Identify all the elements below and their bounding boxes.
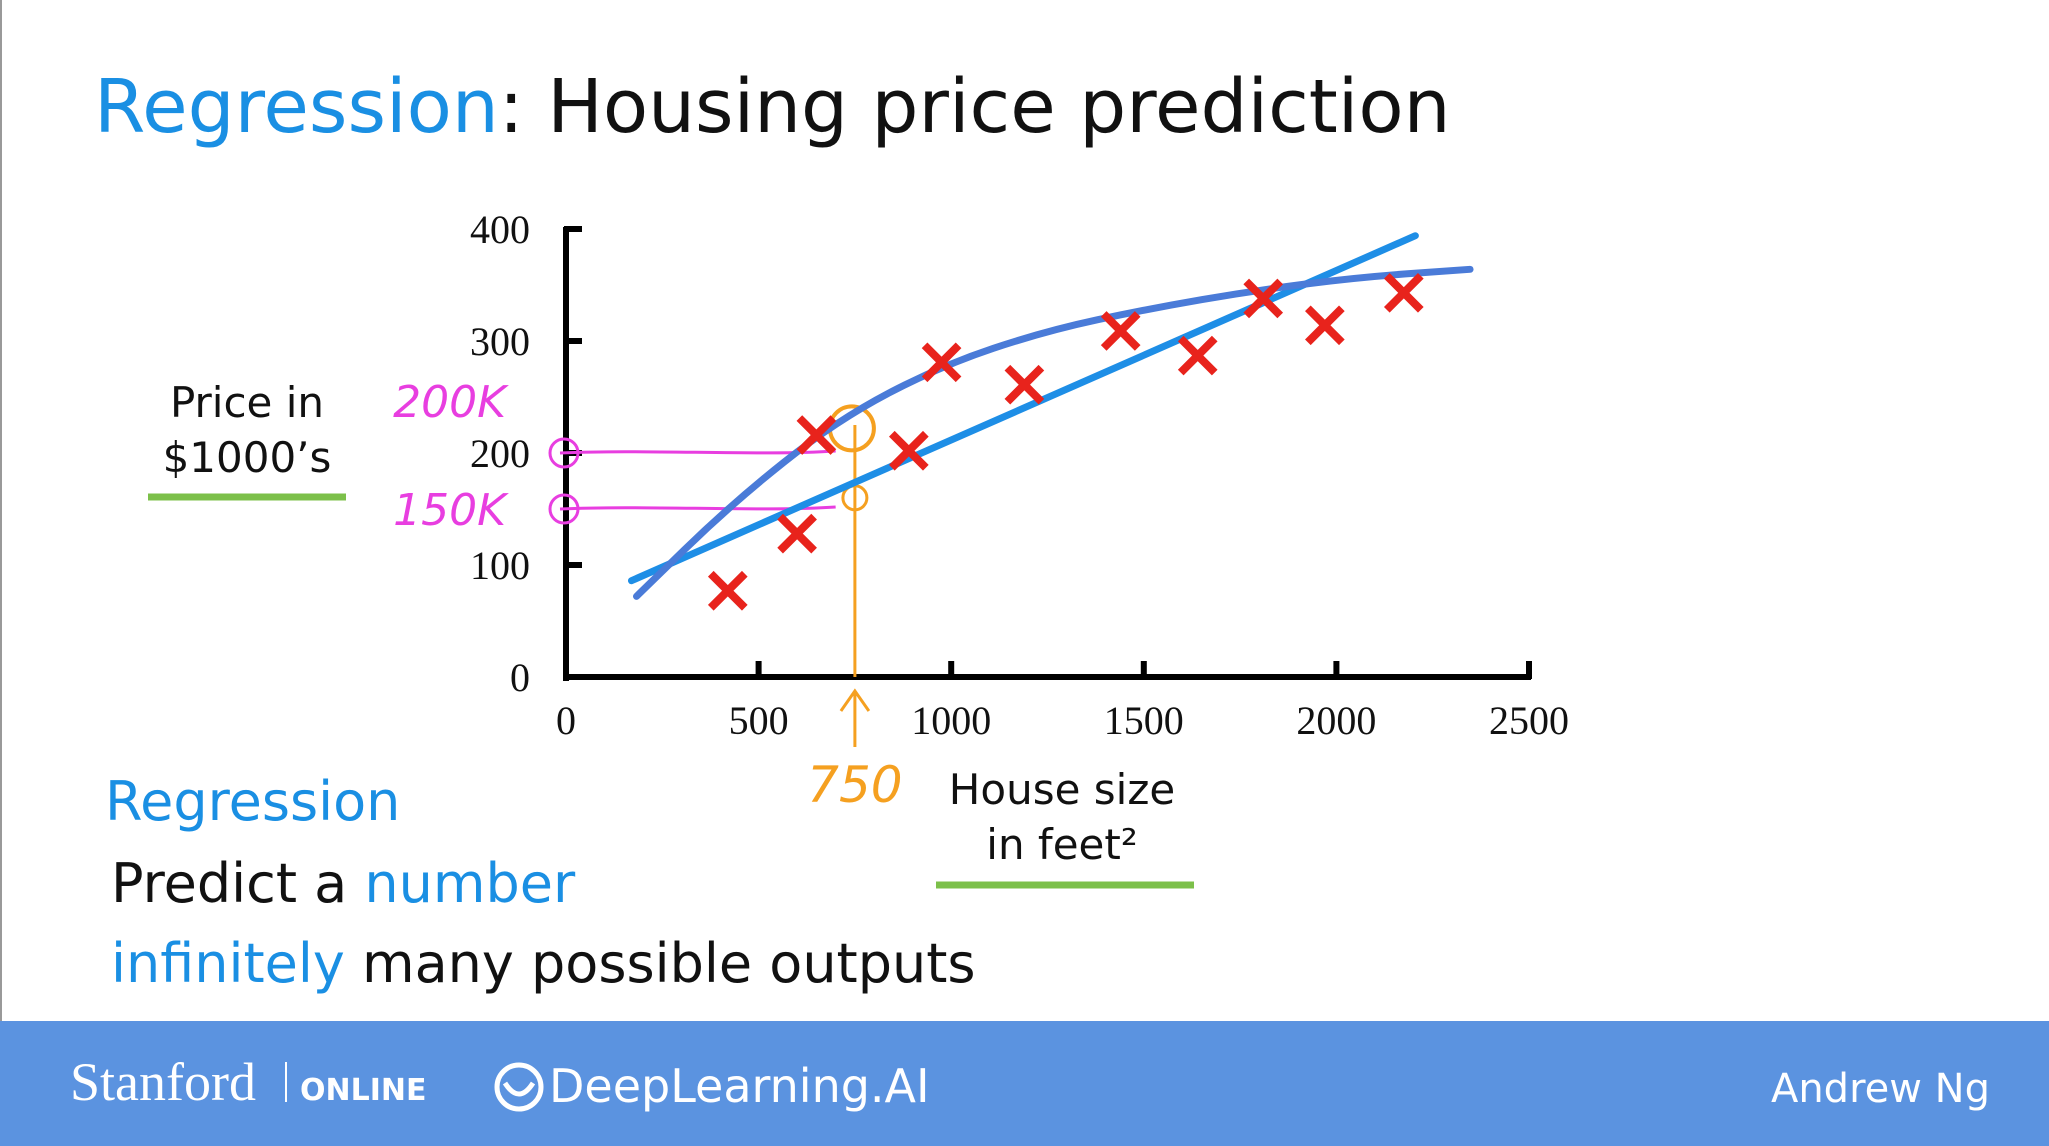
data-point: [1305, 305, 1345, 346]
footer-deeplearning: DeepLearning.AI: [549, 1059, 930, 1113]
data-point: [1177, 335, 1218, 376]
data-point: [921, 342, 962, 383]
x-axis-label: in feet²: [986, 820, 1137, 869]
guide-arrow: [839, 688, 871, 747]
x-tick-label: 1000: [911, 698, 991, 743]
x-tick-label: 1500: [1104, 698, 1184, 743]
data-point: [777, 513, 817, 554]
x-tick-label: 2500: [1489, 698, 1569, 743]
footer-author: Andrew Ng: [1771, 1066, 1990, 1112]
title-rest: : Housing price prediction: [499, 64, 1451, 150]
data-point: [888, 430, 929, 471]
title-highlight: Regression: [94, 64, 499, 150]
x-tick-label: 500: [729, 698, 789, 743]
guide-line: [559, 505, 836, 511]
data-point: [1004, 364, 1045, 405]
fit-line: [627, 232, 1419, 585]
annotation: 150K: [393, 485, 509, 536]
slide-title: Regression: Housing price prediction: [94, 64, 1451, 150]
footer-logo: [494, 1062, 544, 1112]
guide-circle: [548, 493, 580, 525]
fit-line: [632, 265, 1474, 600]
data-point: [1383, 273, 1424, 313]
x-tick-label: 2000: [1296, 698, 1376, 743]
annotation: 750: [807, 756, 902, 814]
notes-text: Predict a: [111, 852, 364, 915]
annotation: 200K: [393, 377, 509, 428]
x-axis-label: House size: [949, 765, 1175, 814]
data-point: [1100, 311, 1141, 351]
y-tick-label: 300: [470, 319, 530, 364]
y-axis-label: Price in: [170, 378, 324, 427]
y-tick-label: 0: [510, 655, 530, 700]
notes-line: Predict a number: [111, 852, 576, 915]
data-point: [1243, 278, 1284, 319]
x-tick-label: 0: [556, 698, 576, 743]
data-point: [796, 415, 837, 455]
footer-online: ONLINE: [300, 1073, 427, 1108]
notes-highlight: infinitely: [111, 932, 345, 995]
footer-band: [0, 1021, 2049, 1146]
y-axis-label: $1000’s: [163, 433, 332, 482]
guide-circle: [548, 437, 580, 469]
notes-line: infinitely many possible outputs: [111, 932, 976, 995]
footer-stanford: Stanford: [70, 1052, 256, 1112]
notes-heading: Regression: [105, 770, 400, 833]
notes-text: many possible outputs: [345, 932, 976, 995]
y-tick-label: 200: [470, 431, 530, 476]
data-point: [707, 570, 748, 611]
footer-logo: [502, 1081, 536, 1097]
notes-highlight: number: [364, 852, 576, 915]
y-tick-label: 100: [470, 543, 530, 588]
y-tick-label: 400: [470, 207, 530, 252]
